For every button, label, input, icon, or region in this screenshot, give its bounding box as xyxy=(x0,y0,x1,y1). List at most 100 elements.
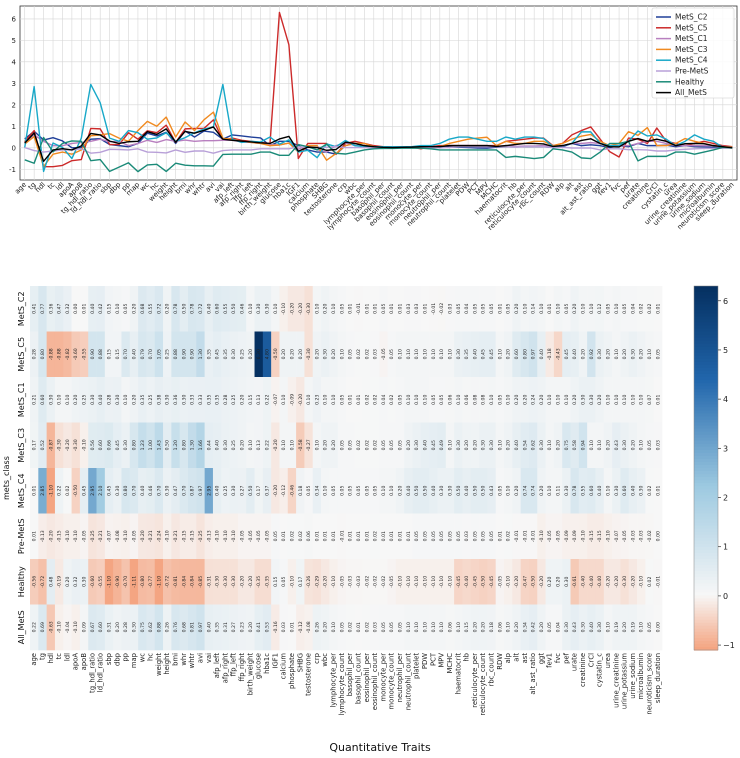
heatmap-cell xyxy=(537,513,546,560)
colorbar-tick-label: −1 xyxy=(723,641,735,650)
heatmap-cell-label: 1.23 xyxy=(140,440,146,450)
heatmap-cell xyxy=(163,468,172,514)
heatmap-cell-label: 0.05 xyxy=(339,440,345,450)
heatmap-cell xyxy=(262,513,272,560)
colorbar-step xyxy=(694,286,718,290)
heatmap-cell xyxy=(504,604,513,651)
heatmap-cell-label: 0.20 xyxy=(323,304,329,314)
heatmap-cell-label: 0.33 xyxy=(190,395,196,405)
heatmap-cell-label: 0.05 xyxy=(339,395,345,405)
heatmap-cell xyxy=(653,286,663,332)
heatmap-cell-label: 0.20 xyxy=(514,486,520,496)
heatmap-cell-label: 0.02 xyxy=(356,440,362,450)
heatmap-cell xyxy=(321,513,330,560)
heatmap-cell xyxy=(296,513,305,560)
heatmap-cell xyxy=(221,422,230,469)
heatmap-cell xyxy=(628,468,638,514)
heatmap-cell xyxy=(603,377,613,423)
heatmap-cell-label: 0.05 xyxy=(447,531,453,541)
heatmap-cell xyxy=(487,468,496,514)
heatmap-cell-label: 0.30 xyxy=(48,395,54,405)
heatmap-cell-label: -0.15 xyxy=(597,530,603,542)
heatmap-cell xyxy=(254,286,264,332)
heatmap-cell xyxy=(454,286,463,332)
colorbar-step xyxy=(694,513,718,518)
heatmap-cell xyxy=(578,331,588,378)
heatmap-cell xyxy=(387,559,397,605)
heatmap-cell-label: 0.40 xyxy=(514,440,520,450)
heatmap-cell xyxy=(212,513,222,560)
heatmap-cell-label: 0.01 xyxy=(389,531,395,541)
colorbar-step xyxy=(694,431,718,436)
heatmap-cell-label: 0.10 xyxy=(331,622,337,632)
heatmap-cell-label: 0.05 xyxy=(497,486,503,496)
heatmap-cell-label: 0.04 xyxy=(464,304,470,314)
heatmap-cell-label: -1.10 xyxy=(48,485,54,497)
heatmap-cell-label: 0.22 xyxy=(57,486,63,496)
heatmap-cell-label: -0.30 xyxy=(57,439,63,451)
legend-label: All_MetS xyxy=(675,88,707,97)
colorbar-step xyxy=(694,455,718,460)
colorbar-step xyxy=(694,458,718,463)
heatmap-cell xyxy=(246,377,255,423)
heatmap-cell-label: 1.00 xyxy=(148,440,154,450)
y-tick-label: 3 xyxy=(12,80,16,88)
heatmap-cell-label: 0.20 xyxy=(539,622,545,632)
colorbar-step xyxy=(694,307,718,311)
heatmap-cell xyxy=(104,468,114,514)
heatmap-cell xyxy=(287,286,297,332)
heatmap-cell xyxy=(63,331,72,378)
heatmap-cell-label: 0.20 xyxy=(240,440,246,450)
heatmap-cell xyxy=(271,559,280,605)
heatmap-cell-label: 0.48 xyxy=(48,577,54,587)
heatmap-cell xyxy=(370,331,380,378)
heatmap-column-label: monocyte_per xyxy=(379,653,387,702)
heatmap-cell xyxy=(603,604,613,651)
heatmap-cell-label: 0.20 xyxy=(472,622,478,632)
heatmap-cell xyxy=(454,513,463,560)
heatmap-cell xyxy=(545,468,555,514)
heatmap-cell-label: 0.01 xyxy=(32,531,38,541)
heatmap-column-label: urine_sodium xyxy=(629,653,637,699)
heatmap-cell-label: 0.10 xyxy=(389,486,395,496)
heatmap-cell xyxy=(570,604,580,651)
heatmap-cell xyxy=(171,286,180,332)
heatmap-cell-label: 0.02 xyxy=(298,531,304,541)
heatmap-cell xyxy=(304,377,314,423)
heatmap-cell xyxy=(46,513,56,560)
heatmap-cell xyxy=(163,286,172,332)
heatmap-cell xyxy=(229,377,239,423)
heatmap-cell xyxy=(63,377,72,423)
colorbar-step xyxy=(694,559,718,563)
heatmap-cell xyxy=(570,513,580,560)
heatmap-cell xyxy=(229,286,239,332)
heatmap-cell-label: 0.90 xyxy=(190,349,196,359)
heatmap-cell xyxy=(113,559,122,605)
heatmap-cell-label: 0.20 xyxy=(597,395,603,405)
heatmap-cell xyxy=(38,604,47,651)
colorbar-step xyxy=(694,471,718,475)
heatmap-cell-label: 0.30 xyxy=(564,577,570,587)
heatmap-cell xyxy=(578,604,588,651)
colorbar-step xyxy=(694,410,718,414)
heatmap-cell-label: 0.40 xyxy=(472,349,478,359)
colorbar-step xyxy=(694,543,718,548)
heatmap-cell-label: 0.40 xyxy=(140,486,146,496)
heatmap-cell xyxy=(46,286,56,332)
heatmap-cell-label: 0.05 xyxy=(481,304,487,314)
heatmap-cell xyxy=(138,559,147,605)
heatmap-column-label: microalbumin xyxy=(637,653,645,700)
heatmap-cell-label: 0.17 xyxy=(256,486,262,496)
heatmap-cell-label: 0.10 xyxy=(639,622,645,632)
heatmap-cell-label: 1.20 xyxy=(173,440,179,450)
colorbar-step xyxy=(694,425,718,430)
colorbar-step xyxy=(694,601,718,606)
heatmap-cell xyxy=(637,377,646,423)
heatmap-cell xyxy=(171,422,180,469)
heatmap-cell-label: 0.50 xyxy=(248,486,254,496)
heatmap-cell-label: -0.25 xyxy=(90,530,96,542)
heatmap-cell-label: -0.50 xyxy=(531,576,537,588)
colorbar-step xyxy=(694,595,718,600)
heatmap-cell xyxy=(553,422,563,469)
heatmap-cell-label: 0.20 xyxy=(281,349,287,359)
